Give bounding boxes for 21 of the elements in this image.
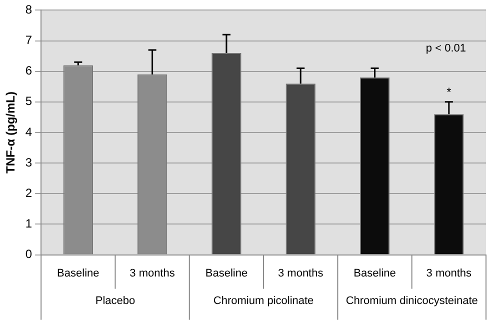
y-tick-label: 6 [25,64,32,78]
text: Chromium picolinate [213,294,314,307]
y-axis-title: TNF-α (pg/mL) [4,91,18,174]
x-tick-label: 3 months [278,267,324,280]
y-tick-label: 8 [25,2,32,17]
data-label: * [446,85,452,100]
annotation: p < 0.01 [426,42,466,54]
y-tick-label: 3 [25,155,32,170]
x-tick-label: Baseline [205,267,248,280]
text: Placebo [95,294,136,307]
y-tick-label: 2 [25,186,32,200]
text: Chromium dinicocysteinate [346,294,478,307]
x-tick-label: 3 months [130,267,176,280]
y-tick-label: 5 [25,94,32,108]
x-tick-label: Baseline [57,267,100,280]
y-tick-label: 0 [25,247,32,262]
y-tick-label: 4 [25,124,32,139]
x-tick-label: 3 months [426,267,472,280]
y-tick-label: 7 [25,33,32,48]
y-tick-label: 1 [25,216,32,231]
x-tick-label: Baseline [354,267,396,280]
